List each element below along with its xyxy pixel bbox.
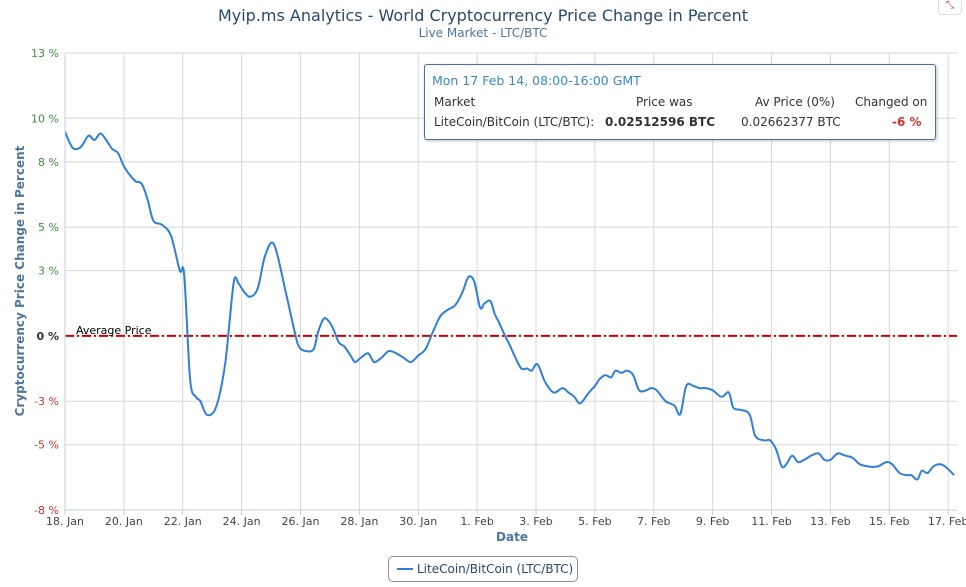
x-tick-label: 3. Feb bbox=[519, 515, 552, 528]
average-price-label: Average Price bbox=[76, 324, 152, 337]
x-tick-label: 24. Jan bbox=[223, 515, 261, 528]
y-tick-label: -5 % bbox=[34, 439, 59, 452]
y-axis-label: Cryptocurrency Price Change in Percent bbox=[13, 145, 27, 416]
x-tick-label: 18. Jan bbox=[46, 515, 84, 528]
x-tick-label: 22. Jan bbox=[164, 515, 202, 528]
tooltip-col-change: Changed on bbox=[855, 95, 928, 109]
x-tick-label: 30. Jan bbox=[399, 515, 437, 528]
x-tick-label: 28. Jan bbox=[340, 515, 378, 528]
chart-title: Myip.ms Analytics - World Cryptocurrency… bbox=[217, 6, 749, 25]
y-tick-label: -3 % bbox=[34, 395, 59, 408]
y-tick-label: 3 % bbox=[38, 265, 59, 278]
x-tick-label: 13. Feb bbox=[810, 515, 850, 528]
x-tick-label: 26. Jan bbox=[282, 515, 320, 528]
x-tick-label: 15. Feb bbox=[869, 515, 909, 528]
y-tick-label: 10 % bbox=[31, 112, 59, 125]
tooltip-avg-value: 0.02662377 BTC bbox=[741, 115, 841, 129]
x-tick-label: 9. Feb bbox=[696, 515, 729, 528]
x-tick-label: 5. Feb bbox=[578, 515, 611, 528]
chart-subtitle: Live Market - LTC/BTC bbox=[418, 26, 548, 40]
legend-label: LiteCoin/BitCoin (LTC/BTC) bbox=[417, 562, 574, 576]
resize-icon[interactable]: ⤡ bbox=[938, 0, 962, 15]
tooltip-col-market: Market bbox=[434, 95, 476, 109]
x-tick-label: 20. Jan bbox=[105, 515, 143, 528]
tooltip-change-value: -6 % bbox=[892, 115, 922, 129]
x-axis-label: Date bbox=[496, 530, 528, 544]
y-tick-label: 8 % bbox=[38, 156, 59, 169]
y-tick-label: 13 % bbox=[31, 47, 59, 60]
legend-line-icon bbox=[397, 568, 413, 570]
series-line-0 bbox=[65, 130, 955, 481]
tooltip-col-avg: Av Price (0%) bbox=[755, 95, 835, 109]
series-lines bbox=[65, 130, 955, 481]
tooltip-heading: Mon 17 Feb 14, 08:00-16:00 GMT bbox=[432, 73, 641, 88]
tooltip-price-value: 0.02512596 BTC bbox=[605, 115, 716, 129]
data-tooltip: Mon 17 Feb 14, 08:00-16:00 GMT Market Pr… bbox=[424, 64, 936, 140]
y-tick-label: -8 % bbox=[34, 504, 59, 517]
legend-item-ltc-btc[interactable]: LiteCoin/BitCoin (LTC/BTC) bbox=[388, 556, 578, 582]
x-tick-label: 17. Feb bbox=[928, 515, 966, 528]
y-tick-label: 0 % bbox=[36, 330, 59, 343]
axes: 13 % 10 % 8 % 5 % 3 % 0 % -3 % -5 % -8 %18. Jan 2… bbox=[31, 47, 966, 528]
tooltip-market-value: LiteCoin/BitCoin (LTC/BTC): bbox=[434, 115, 595, 129]
x-tick-label: 11. Feb bbox=[751, 515, 791, 528]
y-tick-label: 5 % bbox=[38, 221, 59, 234]
x-tick-label: 7. Feb bbox=[637, 515, 670, 528]
x-tick-label: 1. Feb bbox=[460, 515, 493, 528]
tooltip-col-price: Price was bbox=[636, 95, 693, 109]
